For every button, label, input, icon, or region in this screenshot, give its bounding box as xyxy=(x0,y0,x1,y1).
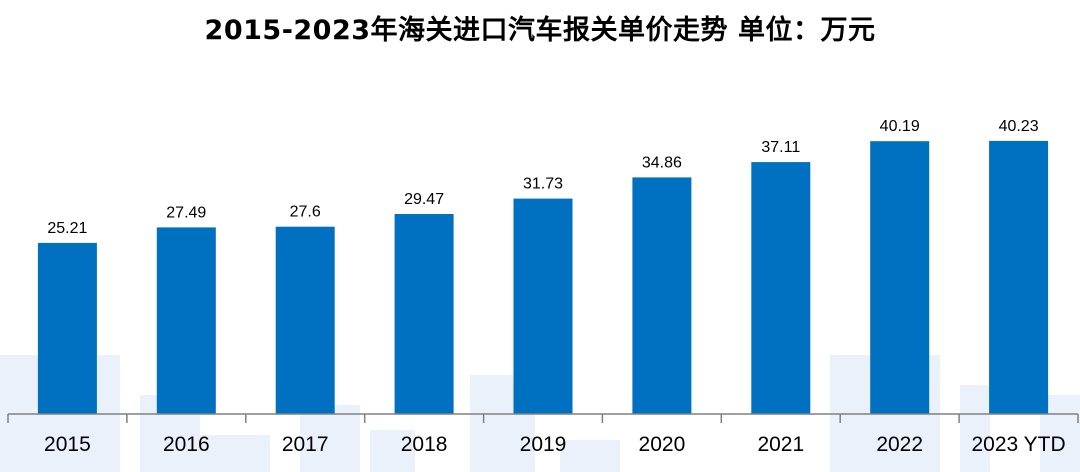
x-tick-label: 2017 xyxy=(282,433,329,456)
x-tick-label: 2016 xyxy=(163,433,210,456)
data-label: 27.49 xyxy=(166,204,206,221)
bar-2016 xyxy=(156,227,216,414)
watermark-block xyxy=(300,405,360,472)
x-tick-label: 2020 xyxy=(639,433,686,456)
bar-2021 xyxy=(751,162,811,414)
bar-2020 xyxy=(632,177,692,414)
x-tick-label: 2023 YTD xyxy=(972,433,1066,456)
bars-group xyxy=(37,140,1049,414)
data-label: 40.23 xyxy=(999,118,1039,135)
bar-2022 xyxy=(870,141,930,414)
x-tick-label: 2021 xyxy=(757,433,804,456)
watermark-block xyxy=(960,385,990,472)
watermark-block xyxy=(560,440,620,472)
x-tick-label: 2022 xyxy=(876,433,923,456)
x-tick-label: 2018 xyxy=(401,433,448,456)
data-label: 27.6 xyxy=(290,204,321,221)
bar-2015 xyxy=(37,242,97,414)
x-tick-label: 2015 xyxy=(44,433,91,456)
x-tick-label: 2019 xyxy=(520,433,567,456)
x-axis: 2015 2016 2017 2018 2019 2020 2021 2022 2023 YTD xyxy=(7,413,1079,456)
chart-title: 2015-2023年海关进口汽车报关单价走势 单位：万元 xyxy=(204,15,876,46)
bar-2019 xyxy=(513,198,573,414)
data-label: 29.47 xyxy=(404,191,444,208)
bar-2023-ytd xyxy=(989,140,1049,414)
bar-2018 xyxy=(394,214,454,414)
bar-2017 xyxy=(275,226,335,414)
data-label: 25.21 xyxy=(47,220,87,237)
data-label: 37.11 xyxy=(761,139,800,156)
data-label: 34.86 xyxy=(642,154,682,171)
watermark-block xyxy=(370,430,415,472)
data-label: 40.19 xyxy=(880,118,920,135)
watermark-block xyxy=(200,435,270,472)
data-labels-group: 25.21 27.49 27.6 29.47 31.73 34.86 37.11 40.19 4… xyxy=(47,118,1038,237)
data-label: 31.73 xyxy=(523,176,563,193)
